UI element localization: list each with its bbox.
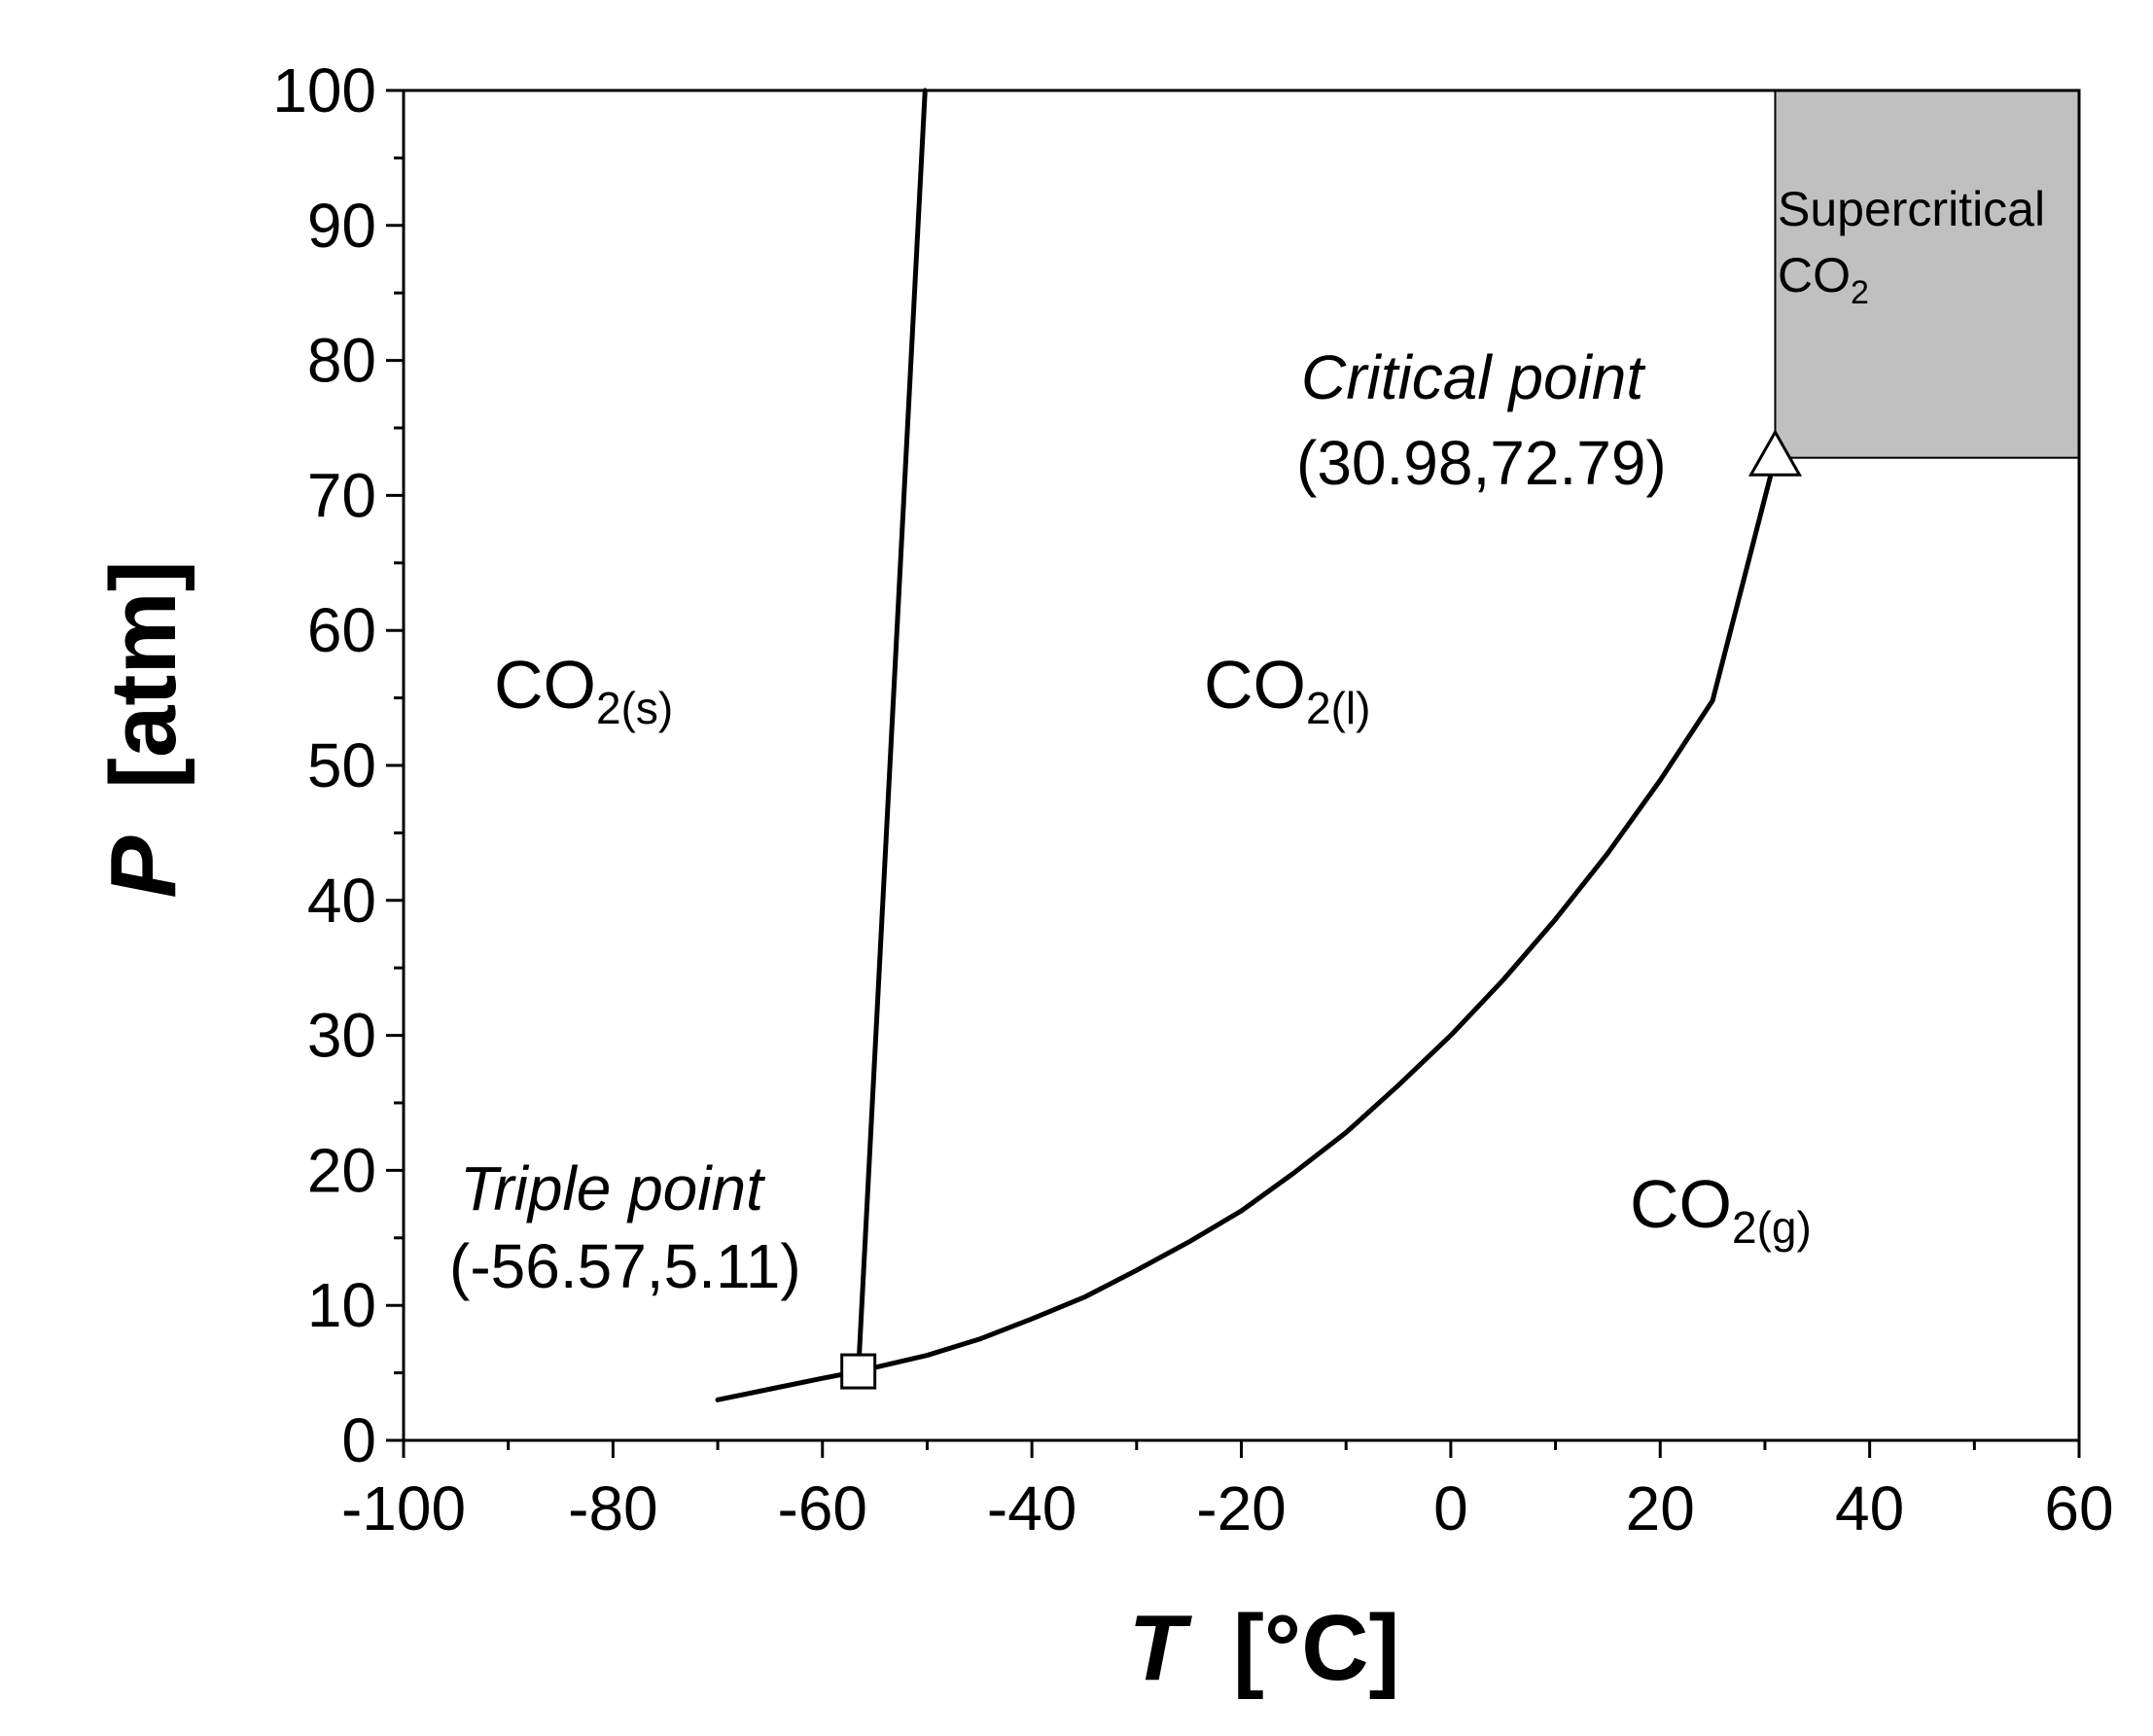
y-tick-label: 70	[307, 460, 376, 530]
lines-layer	[715, 88, 1778, 1402]
x-tick-label: -80	[568, 1473, 658, 1543]
y-axis-symbol: P	[91, 835, 195, 899]
phase-label-gas-main: CO	[1630, 1166, 1732, 1242]
y-tick-label: 80	[307, 326, 376, 396]
y-tick-label: 0	[341, 1405, 376, 1475]
phase-label-gas: CO2(g)	[1630, 1166, 1812, 1253]
y-tick-label: 100	[272, 55, 376, 125]
triple-point-coords: (-56.57,5.11)	[449, 1231, 801, 1301]
vapor-pressure-curve	[715, 455, 1778, 1402]
x-tick-label: 40	[1835, 1473, 1904, 1543]
y-tick-label: 60	[307, 595, 376, 665]
x-tick-label: 0	[1433, 1473, 1468, 1543]
y-tick-label: 40	[307, 866, 376, 936]
phase-label-solid-sub: 2(s)	[596, 683, 673, 733]
x-tick-label: -40	[987, 1473, 1077, 1543]
x-axis-symbol: T	[1129, 1596, 1193, 1700]
supercritical-label-line2: CO2	[1778, 248, 1869, 311]
y-axis-label: P [atm]	[91, 560, 195, 898]
critical-point-title: Critical point	[1301, 342, 1645, 412]
y-tick-label: 50	[307, 730, 376, 800]
phase-label-gas-sub: 2(g)	[1732, 1202, 1812, 1253]
x-tick-label: -60	[778, 1473, 868, 1543]
y-axis-unit: [atm]	[91, 560, 195, 789]
supercritical-label-main: CO	[1778, 248, 1851, 302]
x-tick-label: 60	[2044, 1473, 2113, 1543]
critical-point-coords: (30.98,72.79)	[1296, 428, 1667, 498]
phase-label-solid-main: CO	[494, 647, 596, 723]
triple-point-marker	[840, 1353, 877, 1390]
y-tick-label: 30	[307, 1001, 376, 1071]
triple-point-title: Triple point	[460, 1153, 765, 1223]
melting-line	[856, 88, 928, 1374]
x-axis-unit: [°C]	[1233, 1596, 1400, 1700]
ticks-layer: -100 -80 -60 -40 -20 0 20 40 60 0 10 20 30 40 50 60 70 80…	[272, 55, 2113, 1543]
supercritical-label-line1: Supercritical	[1778, 182, 2045, 236]
phase-label-liquid-main: CO	[1204, 647, 1306, 723]
supercritical-label-sub: 2	[1851, 274, 1869, 311]
x-tick-label: 20	[1626, 1473, 1695, 1543]
regions-layer	[1774, 89, 2080, 459]
y-tick-label: 20	[307, 1135, 376, 1205]
region-supercritical	[1774, 89, 2080, 459]
phase-label-liquid-sub: 2(l)	[1306, 683, 1370, 733]
y-tick-label: 10	[307, 1270, 376, 1340]
x-tick-label: -20	[1196, 1473, 1287, 1543]
x-tick-label: -100	[341, 1473, 466, 1543]
y-tick-label: 90	[307, 191, 376, 261]
x-axis-label: T [°C]	[1129, 1596, 1400, 1700]
phase-label-liquid: CO2(l)	[1204, 647, 1370, 733]
markers-layer	[840, 429, 1803, 1390]
phase-label-solid: CO2(s)	[494, 647, 673, 733]
critical-point-marker	[1747, 429, 1803, 477]
